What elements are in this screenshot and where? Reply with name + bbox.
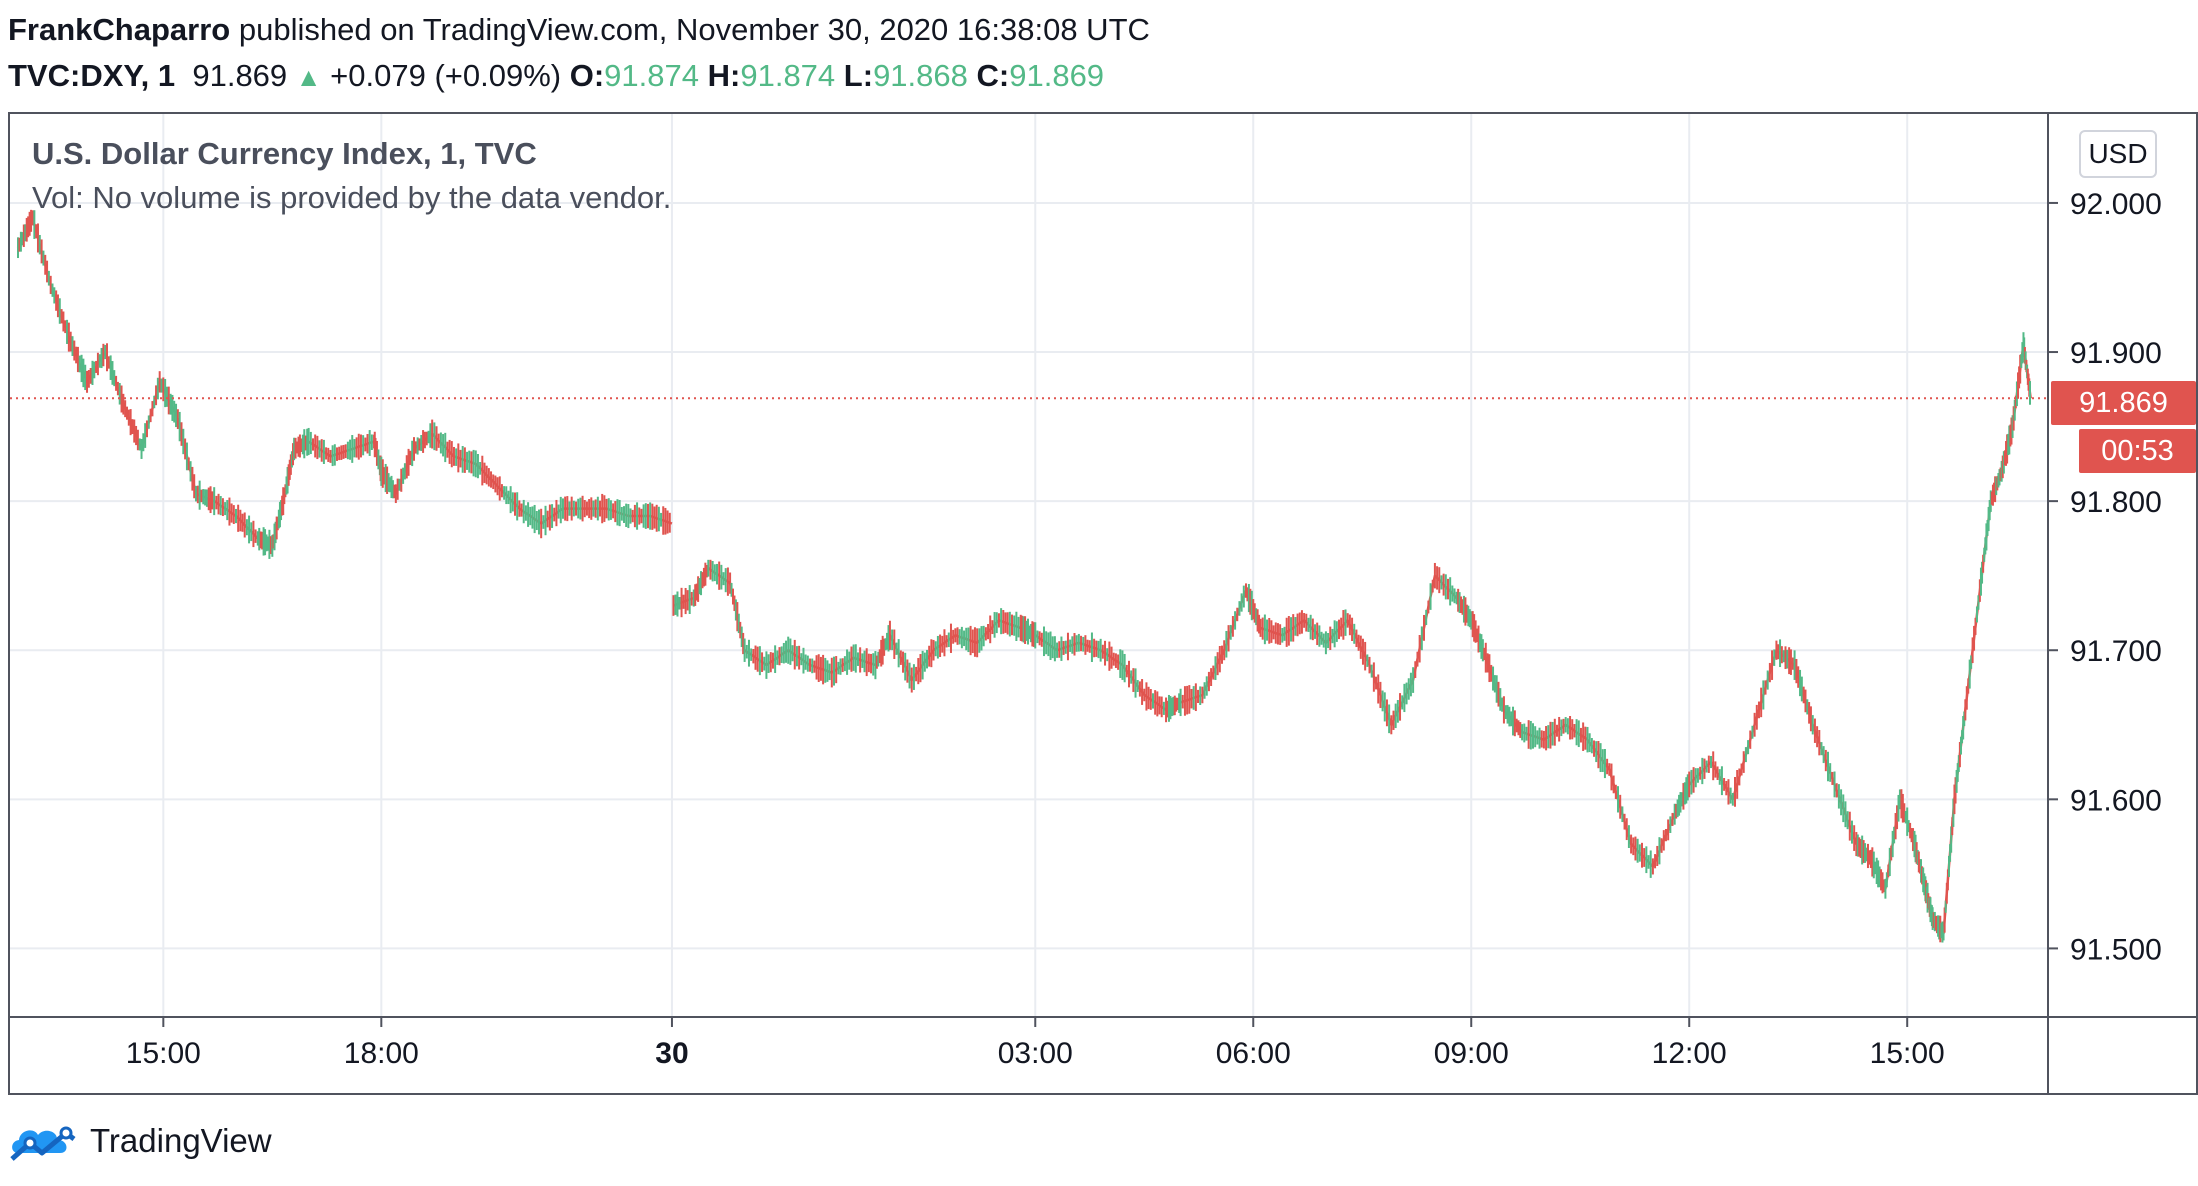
brand-footer[interactable]: TradingView [8,1116,272,1166]
publish-header: FrankChaparro published on TradingView.c… [8,8,1150,52]
x-tick-label: 09:00 [1434,1037,1509,1070]
volume-note: Vol: No volume is provided by the data v… [32,180,672,215]
price-chart[interactable]: 92.000 91.900 91.800 91.700 91.600 91.500 15:0… [8,112,2198,1095]
brand-name: TradingView [90,1122,272,1159]
last-price-tag: 91.869 [2051,381,2196,425]
last-price: 91.869 [192,58,288,93]
low-value: 91.868 [873,58,968,93]
high-label: H: [707,58,741,93]
axis-layer [8,112,2198,1095]
x-tick-label: 30 [655,1037,688,1070]
open-value: 91.874 [604,58,699,93]
publish-info: published on TradingView.com, November 3… [238,12,1150,47]
tradingview-logo-icon [10,1126,76,1161]
quote-line: TVC:DXY, 1 91.869 ▲ +0.079 (+0.09%) O:91… [8,54,1104,99]
y-tick-label: 92.000 [2070,188,2162,221]
y-tick-label: 91.500 [2070,933,2162,966]
label-layer: 92.000 91.900 91.800 91.700 91.600 91.500 15:0… [126,188,2162,1070]
x-tick-label: 18:00 [344,1037,419,1070]
chart-frame: 92.000 91.900 91.800 91.700 91.600 91.500 15:0… [8,112,2198,1095]
x-tick-label: 12:00 [1652,1037,1727,1070]
y-tick-label: 91.800 [2070,486,2162,519]
x-tick-label: 15:00 [126,1037,201,1070]
close-label: C: [976,58,1010,93]
y-tick-label: 91.700 [2070,635,2162,668]
countdown-tag: 00:53 [2079,429,2196,473]
close-value: 91.869 [1009,58,1105,93]
y-tick-label: 91.900 [2070,337,2162,370]
high-value: 91.874 [740,58,836,93]
chart-border [8,112,2198,1095]
low-label: L: [843,58,874,93]
x-tick-label: 06:00 [1216,1037,1291,1070]
price-series-line [16,216,2032,935]
chart-legend-title: U.S. Dollar Currency Index, 1, TVC [32,136,537,171]
author-name[interactable]: FrankChaparro [8,12,231,47]
open-label: O: [569,58,605,93]
series-layer [10,209,2048,943]
price-change: +0.079 (+0.09%) [330,58,562,93]
y-tick-label: 91.600 [2070,784,2162,817]
grid-layer [10,114,2048,1017]
currency-button[interactable]: USD [2079,130,2157,178]
x-tick-label: 03:00 [998,1037,1073,1070]
up-triangle-icon: ▲ [295,62,322,92]
x-tick-label: 15:00 [1870,1037,1945,1070]
symbol-label: TVC:DXY, 1 [8,58,176,93]
